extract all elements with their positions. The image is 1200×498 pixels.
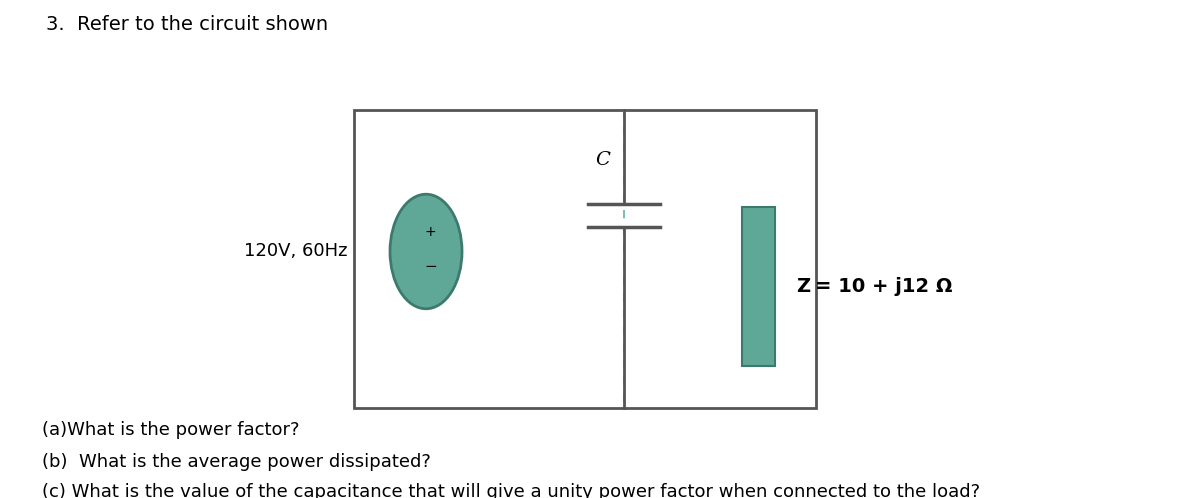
Text: 120V, 60Hz: 120V, 60Hz: [245, 243, 348, 260]
Text: (c) What is the value of the capacitance that will give a unity power factor whe: (c) What is the value of the capacitance…: [42, 483, 980, 498]
Text: −: −: [425, 259, 437, 274]
Text: 3.  Refer to the circuit shown: 3. Refer to the circuit shown: [46, 15, 328, 34]
Bar: [354, 110, 816, 408]
Text: (a)What is the power factor?: (a)What is the power factor?: [42, 421, 300, 439]
Text: C: C: [595, 151, 610, 169]
Text: +: +: [425, 225, 437, 239]
Bar: [742, 207, 775, 366]
Text: Z = 10 + j12 Ω: Z = 10 + j12 Ω: [797, 277, 952, 296]
Ellipse shape: [390, 194, 462, 309]
Text: (b)  What is the average power dissipated?: (b) What is the average power dissipated…: [42, 453, 431, 471]
